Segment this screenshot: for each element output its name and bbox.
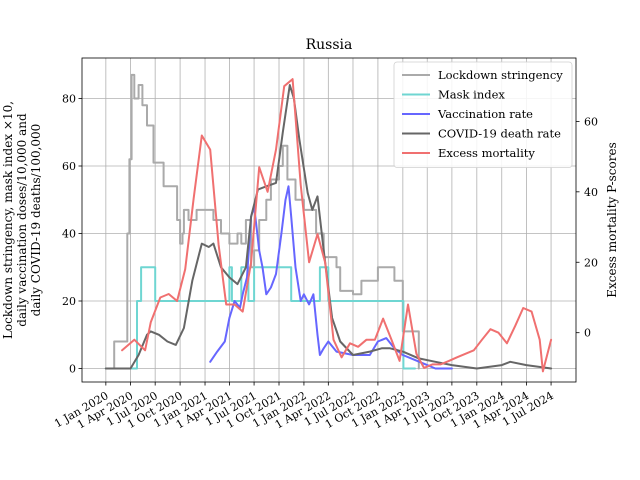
legend-label-0: Lockdown stringency — [438, 68, 563, 82]
left-y-tick-label: 80 — [62, 93, 76, 106]
plot-frame — [81, 57, 577, 383]
series-line-0 — [104, 73, 420, 370]
series-line-4 — [121, 78, 553, 373]
right-y-tick-label: 40 — [584, 186, 598, 199]
left-axis: 0 20 40 60 80 — [62, 93, 82, 376]
right-y-tick-label: 20 — [584, 256, 598, 269]
legend-label-3: COVID-19 death rate — [438, 127, 561, 141]
right-y-tick-label: 0 — [584, 327, 591, 340]
left-y-tick-label: 40 — [62, 228, 76, 241]
legend: Lockdown stringency Mask index Vaccination… — [393, 61, 573, 168]
series-layer — [104, 73, 553, 373]
legend-label-1: Mask index — [438, 88, 505, 102]
left-y-axis-label-line: daily COVID-19 deaths/100,000 — [29, 124, 43, 317]
left-y-tick-label: 20 — [62, 295, 76, 308]
left-y-tick-label: 0 — [69, 363, 76, 376]
chart-title: Russia — [306, 37, 353, 53]
left-y-axis-label-line: Lockdown stringency, mask index ×10, — [1, 101, 15, 339]
right-y-tick-label: 60 — [584, 115, 598, 128]
series-line-2 — [209, 185, 453, 370]
left-y-tick-label: 60 — [62, 160, 76, 173]
legend-label-4: Excess mortality — [438, 146, 535, 160]
right-axis: 0 20 40 60 — [576, 115, 598, 340]
series-line-3 — [104, 84, 553, 370]
left-y-axis-label-line: daily vaccination doses/10,000 and — [15, 113, 29, 327]
left-y-axis-label: Lockdown stringency, mask index ×10,dail… — [1, 101, 43, 339]
legend-box — [393, 61, 573, 168]
right-y-axis-label: Excess mortality P-scores — [605, 142, 619, 297]
legend-label-2: Vaccination rate — [437, 107, 533, 121]
